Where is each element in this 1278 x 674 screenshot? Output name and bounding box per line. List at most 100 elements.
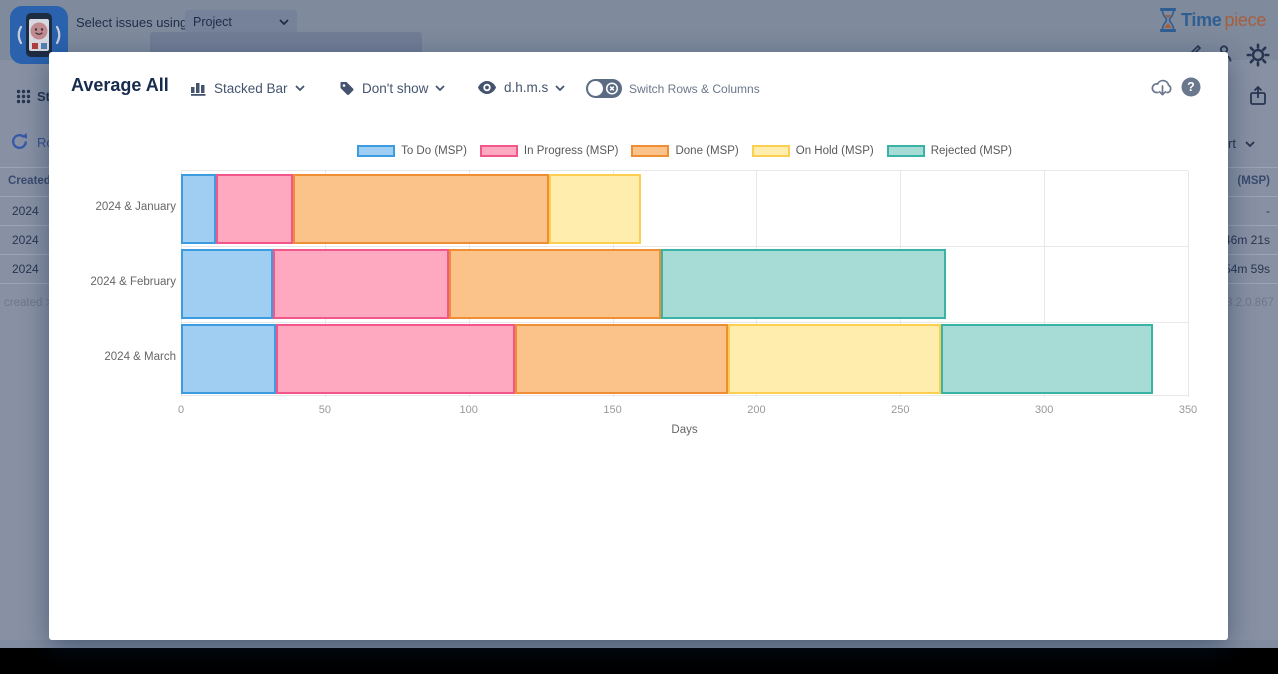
chevron-down-icon [555,84,565,91]
bar-segment-done-msp[interactable] [514,324,728,395]
chart-plot-area [181,170,1189,397]
toggle-off-switch[interactable] [586,79,622,98]
divider [1228,254,1278,255]
version-label: 3.2.0.867 [1226,297,1274,309]
table-cell: - [1266,204,1270,218]
bar-segment-on-hold-msp[interactable] [727,324,941,395]
background-tab-label: St [37,89,50,104]
refresh-icon[interactable] [10,132,29,156]
chevron-down-icon [1245,140,1255,147]
bar-segment-to-do-msp[interactable] [181,248,274,319]
legend-swatch [751,145,790,157]
y-axis-category-label: 2024 & February [90,276,176,288]
download-button[interactable] [1151,77,1174,102]
table-cell: 2024 [12,262,39,276]
bar-segment-done-msp[interactable] [293,173,550,244]
switch-rows-columns-control: Switch Rows & Columns [586,79,760,98]
hourglass-icon [1160,8,1176,32]
divider [0,167,49,168]
secondary-select-field[interactable] [150,32,422,54]
row-divider [181,321,1188,323]
help-button[interactable]: ? [1181,77,1201,102]
gridline [1044,171,1046,397]
bar-segment-done-msp[interactable] [448,248,662,319]
bar-segment-in-progress-msp[interactable] [275,324,515,395]
logo-text-time: Time [1181,9,1222,30]
label-mode-dropdown[interactable]: Don't show [339,80,446,96]
legend-label: Rejected (MSP) [930,145,1012,157]
gear-icon[interactable] [1246,43,1270,72]
bar-row [181,324,1154,395]
divider [1228,225,1278,226]
bar-segment-rejected-msp[interactable] [940,324,1154,395]
jql-fragment-label: created > [4,297,53,309]
switch-rows-columns-label: Switch Rows & Columns [629,81,760,96]
bar-segment-on-hold-msp[interactable] [549,173,642,244]
bar-segment-in-progress-msp[interactable] [273,248,449,319]
legend-label: On Hold (MSP) [795,145,874,157]
label-mode-value: Don't show [362,80,429,96]
bar-segment-to-do-msp[interactable] [181,324,276,395]
legend-swatch [631,145,670,157]
chevron-down-icon [435,85,446,91]
chart-legend: To Do (MSP) In Progress (MSP) Done (MSP) On… [181,145,1188,157]
divider [1228,283,1278,284]
cloud-download-icon [1151,79,1172,96]
x-tick-label: 0 [177,404,185,416]
table-cell: 2024 [12,204,39,218]
grid-icon[interactable] [16,89,31,109]
bottom-black-bar [0,648,1278,674]
bar-chart-icon [191,83,206,96]
divider [0,283,49,284]
time-format-value: d.h.m.s [504,80,549,95]
help-icon: ? [1181,77,1201,97]
chevron-down-icon [279,18,289,25]
share-icon[interactable] [1248,85,1268,112]
x-tick-label: 50 [318,404,331,416]
legend-label: Done (MSP) [675,145,739,157]
legend-item[interactable]: To Do (MSP) [357,145,467,157]
x-tick-label: 100 [459,404,478,416]
x-axis-title: Days [671,424,698,436]
legend-swatch [357,145,396,157]
chart-type-dropdown[interactable]: Stacked Bar [190,80,305,96]
bar-segment-in-progress-msp[interactable] [215,173,294,244]
bar-row [181,173,642,244]
x-tick-label: 250 [891,404,910,416]
legend-label: In Progress (MSP) [523,145,619,157]
chart-type-value: Stacked Bar [214,80,288,96]
legend-item[interactable]: Done (MSP) [631,145,739,157]
legend-label: To Do (MSP) [401,145,467,157]
export-button[interactable]: rt [1228,136,1255,151]
export-button-label: rt [1228,136,1236,151]
bar-segment-rejected-msp[interactable] [661,248,947,319]
project-select-value: Project [193,14,232,29]
legend-item[interactable]: In Progress (MSP) [479,145,619,157]
y-axis-category-label: 2024 & January [95,200,176,213]
legend-item[interactable]: Rejected (MSP) [886,145,1012,157]
page-title: Average All [71,75,169,95]
gridline [1188,171,1189,397]
x-tick-label: 200 [747,404,766,416]
table-cell: 2024 [12,233,39,247]
time-format-dropdown[interactable]: d.h.m.s [477,80,565,95]
svg-text:?: ? [1187,80,1195,94]
chevron-down-icon [294,85,305,91]
x-tick-label: 350 [1178,404,1198,416]
divider [0,196,49,197]
logo-text-piece: piece [1224,9,1267,30]
legend-swatch [479,145,518,157]
bar-row [181,248,947,319]
tag-icon [340,81,354,95]
legend-item[interactable]: On Hold (MSP) [751,145,874,157]
x-tick-label: 300 [1034,404,1054,416]
bar-segment-to-do-msp[interactable] [181,173,216,244]
timepiece-logo: Time piece [1158,7,1266,33]
table-cell: 54m 59s [1223,262,1270,276]
project-select-dropdown[interactable]: Project [185,10,297,33]
dimmed-strip [0,640,1278,648]
legend-swatch [886,145,925,157]
chart-modal: Average All Stacked Bar Don't show d.h.m… [49,52,1228,640]
divider [1228,167,1278,168]
divider [0,225,49,226]
